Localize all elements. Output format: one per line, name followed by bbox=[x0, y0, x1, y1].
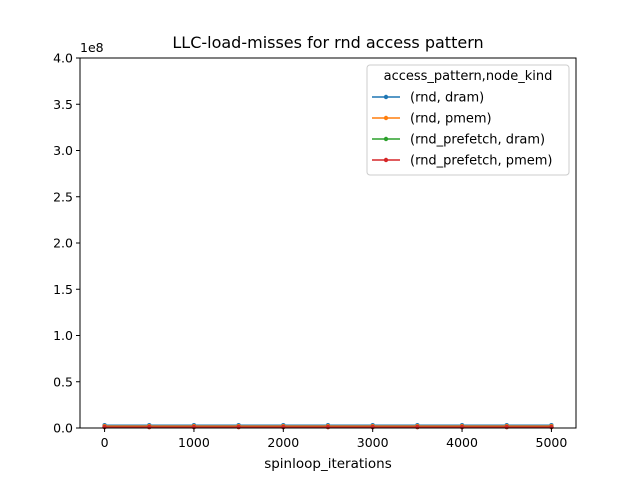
legend-marker bbox=[383, 136, 389, 142]
y-tick-label: 3.5 bbox=[53, 97, 73, 112]
y-tick-label: 2.5 bbox=[53, 189, 73, 204]
x-tick-label: 5000 bbox=[536, 435, 568, 450]
y-tick-label: 0.5 bbox=[53, 374, 73, 389]
plot-area bbox=[102, 423, 554, 430]
legend-title: access_pattern,node_kind bbox=[384, 69, 553, 84]
data-point bbox=[325, 424, 331, 430]
y-tick-label: 1.0 bbox=[53, 328, 73, 343]
x-axis: 0 1000 2000 3000 4000 5000 bbox=[101, 428, 568, 450]
legend-marker bbox=[383, 115, 389, 121]
x-tick-label: 4000 bbox=[446, 435, 478, 450]
legend-item-label: (rnd, pmem) bbox=[410, 112, 492, 127]
y-tick-label: 3.0 bbox=[53, 143, 73, 158]
y-tick-label: 1.5 bbox=[53, 282, 73, 297]
legend-item-label: (rnd_prefetch, pmem) bbox=[410, 154, 552, 169]
x-tick-label: 0 bbox=[101, 435, 109, 450]
legend: access_pattern,node_kind (rnd, dram) (rnd… bbox=[366, 64, 570, 176]
y-offset-label: 1e8 bbox=[80, 40, 104, 55]
x-tick-label: 2000 bbox=[267, 435, 299, 450]
y-tick-label: 2.0 bbox=[53, 236, 73, 251]
y-tick-label: 0.0 bbox=[53, 421, 73, 436]
chart-title: LLC-load-misses for rnd access pattern bbox=[172, 33, 483, 52]
legend-box bbox=[366, 64, 570, 176]
y-tick-label: 4.0 bbox=[53, 51, 73, 66]
data-point bbox=[147, 424, 152, 430]
data-point bbox=[415, 424, 420, 430]
data-point bbox=[236, 424, 241, 430]
legend-marker bbox=[383, 157, 389, 163]
data-point bbox=[504, 424, 509, 430]
x-axis-title: spinloop_iterations bbox=[264, 456, 392, 472]
x-tick-label: 1000 bbox=[178, 435, 210, 450]
x-tick-label: 3000 bbox=[357, 435, 389, 450]
legend-item-label: (rnd_prefetch, dram) bbox=[410, 133, 545, 148]
y-axis: 0.0 0.5 1.0 1.5 2.0 2.5 3.0 3.5 4.0 bbox=[53, 51, 80, 436]
legend-item-label: (rnd, dram) bbox=[410, 91, 484, 106]
legend-marker bbox=[383, 94, 389, 100]
